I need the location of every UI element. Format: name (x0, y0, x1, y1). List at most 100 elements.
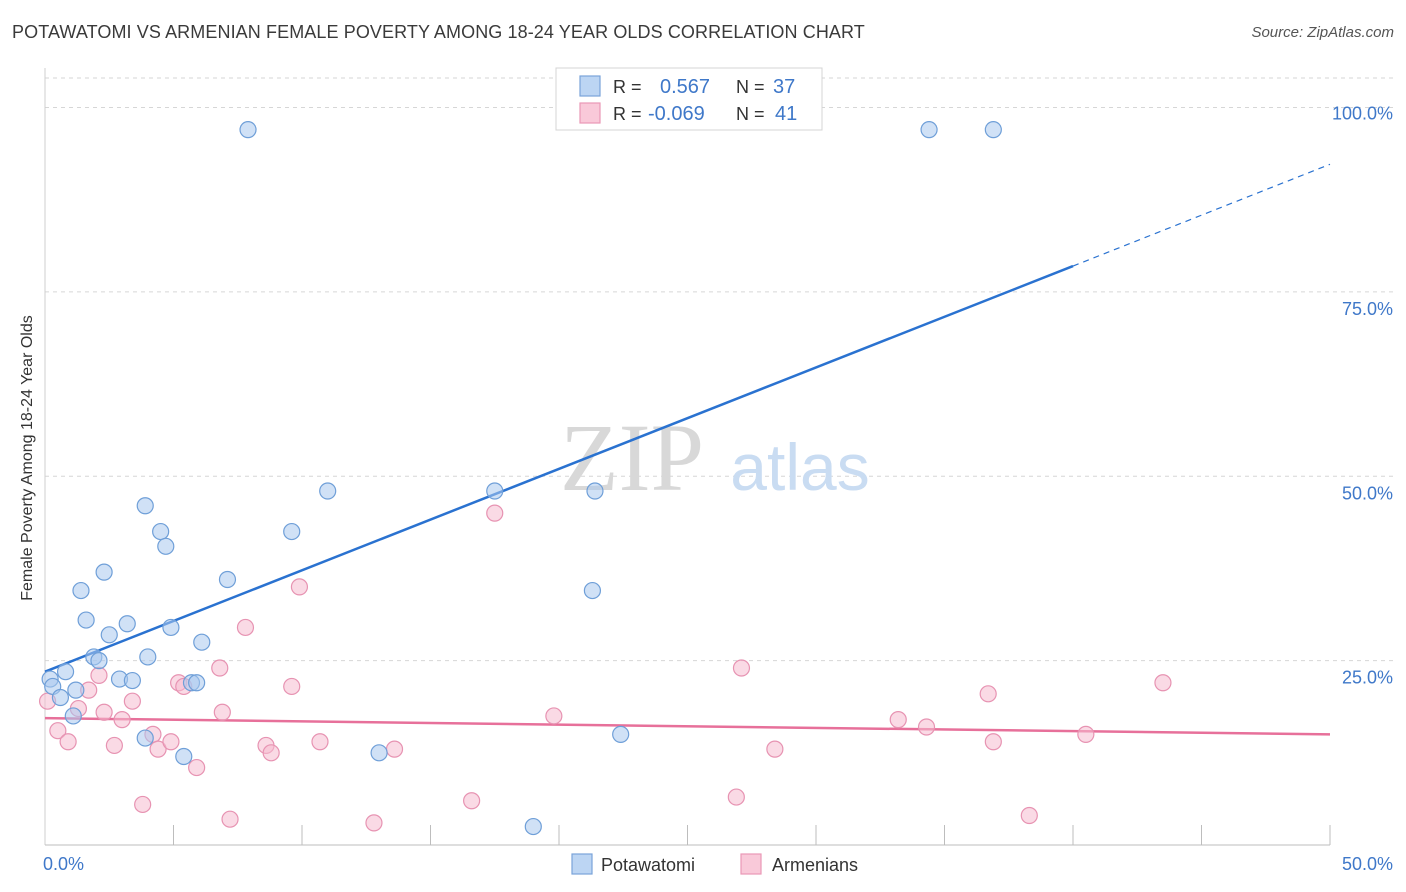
y-tick-label: 100.0% (1332, 104, 1393, 124)
potawatomi-trend-extension (1072, 163, 1331, 267)
armenians-point (766, 740, 784, 758)
armenians-point (123, 692, 141, 710)
potawatomi-point (984, 121, 1002, 139)
potawatomi-point (162, 618, 180, 637)
potawatomi-point (157, 537, 175, 555)
potawatomi-point (123, 671, 141, 690)
armenians-point (1020, 806, 1038, 825)
potawatomi-point (136, 729, 154, 747)
legend-n-label-2: N = (736, 104, 765, 124)
armenians-point (188, 758, 206, 777)
legend-r-value-2: -0.069 (648, 103, 705, 125)
potawatomi-point (118, 615, 136, 633)
potawatomi-trend-line (44, 264, 1074, 673)
armenians-point (1154, 674, 1172, 692)
potawatomi-point (193, 633, 211, 651)
armenians-point (889, 711, 907, 729)
legend-r-value-1: 0.567 (660, 76, 710, 98)
armenians-point (545, 707, 563, 725)
potawatomi-point (175, 747, 193, 766)
correlation-legend: R = 0.567 N = 37 R = -0.069 N = 41 (555, 67, 823, 131)
potawatomi-point (67, 681, 85, 699)
armenians-point (311, 733, 329, 751)
potawatomi-point (283, 522, 301, 541)
legend-r-label-2: R = (613, 104, 642, 124)
potawatomi-point (319, 482, 337, 500)
armenians-point (90, 666, 108, 684)
armenians-point (463, 792, 481, 810)
chart-title: POTAWATOMI VS ARMENIAN FEMALE POVERTY AM… (12, 22, 865, 42)
grid-layer (45, 77, 1395, 662)
potawatomi-point (95, 563, 113, 581)
armenians-point (105, 736, 123, 755)
armenians-point (211, 659, 229, 677)
armenians-point (290, 578, 309, 596)
armenians-point (732, 659, 751, 677)
y-tick-label: 50.0% (1342, 483, 1393, 503)
x-tick-label: 0.0% (43, 854, 84, 874)
watermark: ZIP atlas (560, 404, 870, 511)
armenians-point (727, 788, 745, 806)
potawatomi-point (136, 497, 154, 515)
bottom-legend-label-armenians: Armenians (772, 855, 858, 875)
source-credit: Source: ZipAtlas.com (1251, 24, 1394, 41)
armenians-point (49, 722, 67, 740)
armenians-point (113, 711, 131, 729)
legend-n-value-2: 41 (775, 103, 797, 125)
x-tick-label: 50.0% (1342, 854, 1393, 874)
armenians-point (134, 795, 152, 814)
armenians-point (149, 740, 167, 758)
armenians-trend-line (44, 716, 1331, 736)
armenians-point (262, 744, 280, 762)
potawatomi-point (218, 570, 237, 589)
potawatomi-point (239, 121, 257, 139)
potawatomi-point (920, 121, 938, 139)
legend-n-label-1: N = (736, 77, 765, 97)
watermark-atlas: atlas (730, 430, 869, 504)
armenians-point (979, 685, 997, 703)
armenians-point (1077, 725, 1095, 743)
armenians-point (236, 618, 255, 637)
y-tick-label: 75.0% (1342, 299, 1393, 319)
potawatomi-point (586, 482, 604, 500)
armenians-point (385, 740, 404, 758)
potawatomi-point (90, 652, 108, 670)
bottom-legend-swatch-armenians (740, 853, 762, 875)
armenians-point (95, 703, 113, 721)
potawatomi-point (64, 707, 82, 725)
bottom-legend-label-potawatomi: Potawatomi (601, 855, 695, 875)
potawatomi-point (51, 688, 70, 707)
potawatomi-point (188, 674, 206, 692)
potawatomi-point (100, 626, 118, 644)
legend-swatch-armenians (579, 102, 601, 124)
series-legend: Potawatomi Armenians (571, 853, 858, 875)
potawatomi-point (77, 611, 95, 629)
potawatomi-point (152, 522, 170, 541)
potawatomi-point (56, 663, 75, 681)
trend-lines (44, 163, 1331, 736)
armenians-point (283, 677, 301, 696)
bottom-legend-swatch-potawatomi (571, 853, 593, 875)
armenians-point (162, 733, 180, 751)
armenians-point (213, 703, 231, 721)
legend-r-label-1: R = (613, 77, 642, 97)
armenians-point (486, 504, 504, 522)
data-points (38, 121, 1172, 836)
potawatomi-point (486, 482, 504, 500)
potawatomi-point (612, 725, 630, 743)
armenians-point (984, 733, 1002, 751)
legend-n-value-1: 37 (773, 76, 795, 98)
axes: 25.0% 50.0% 75.0% 100.0% 0.0% 50.0% (43, 68, 1393, 874)
legend-swatch-potawatomi (579, 75, 601, 97)
armenians-point (365, 814, 383, 832)
y-tick-label: 25.0% (1342, 668, 1393, 688)
potawatomi-point (524, 817, 542, 836)
potawatomi-point (72, 581, 90, 600)
potawatomi-point (139, 648, 157, 666)
armenians-point (221, 810, 239, 828)
potawatomi-point (583, 581, 602, 600)
potawatomi-point (370, 744, 388, 762)
armenians-point (917, 718, 936, 736)
armenians-point (59, 733, 77, 751)
